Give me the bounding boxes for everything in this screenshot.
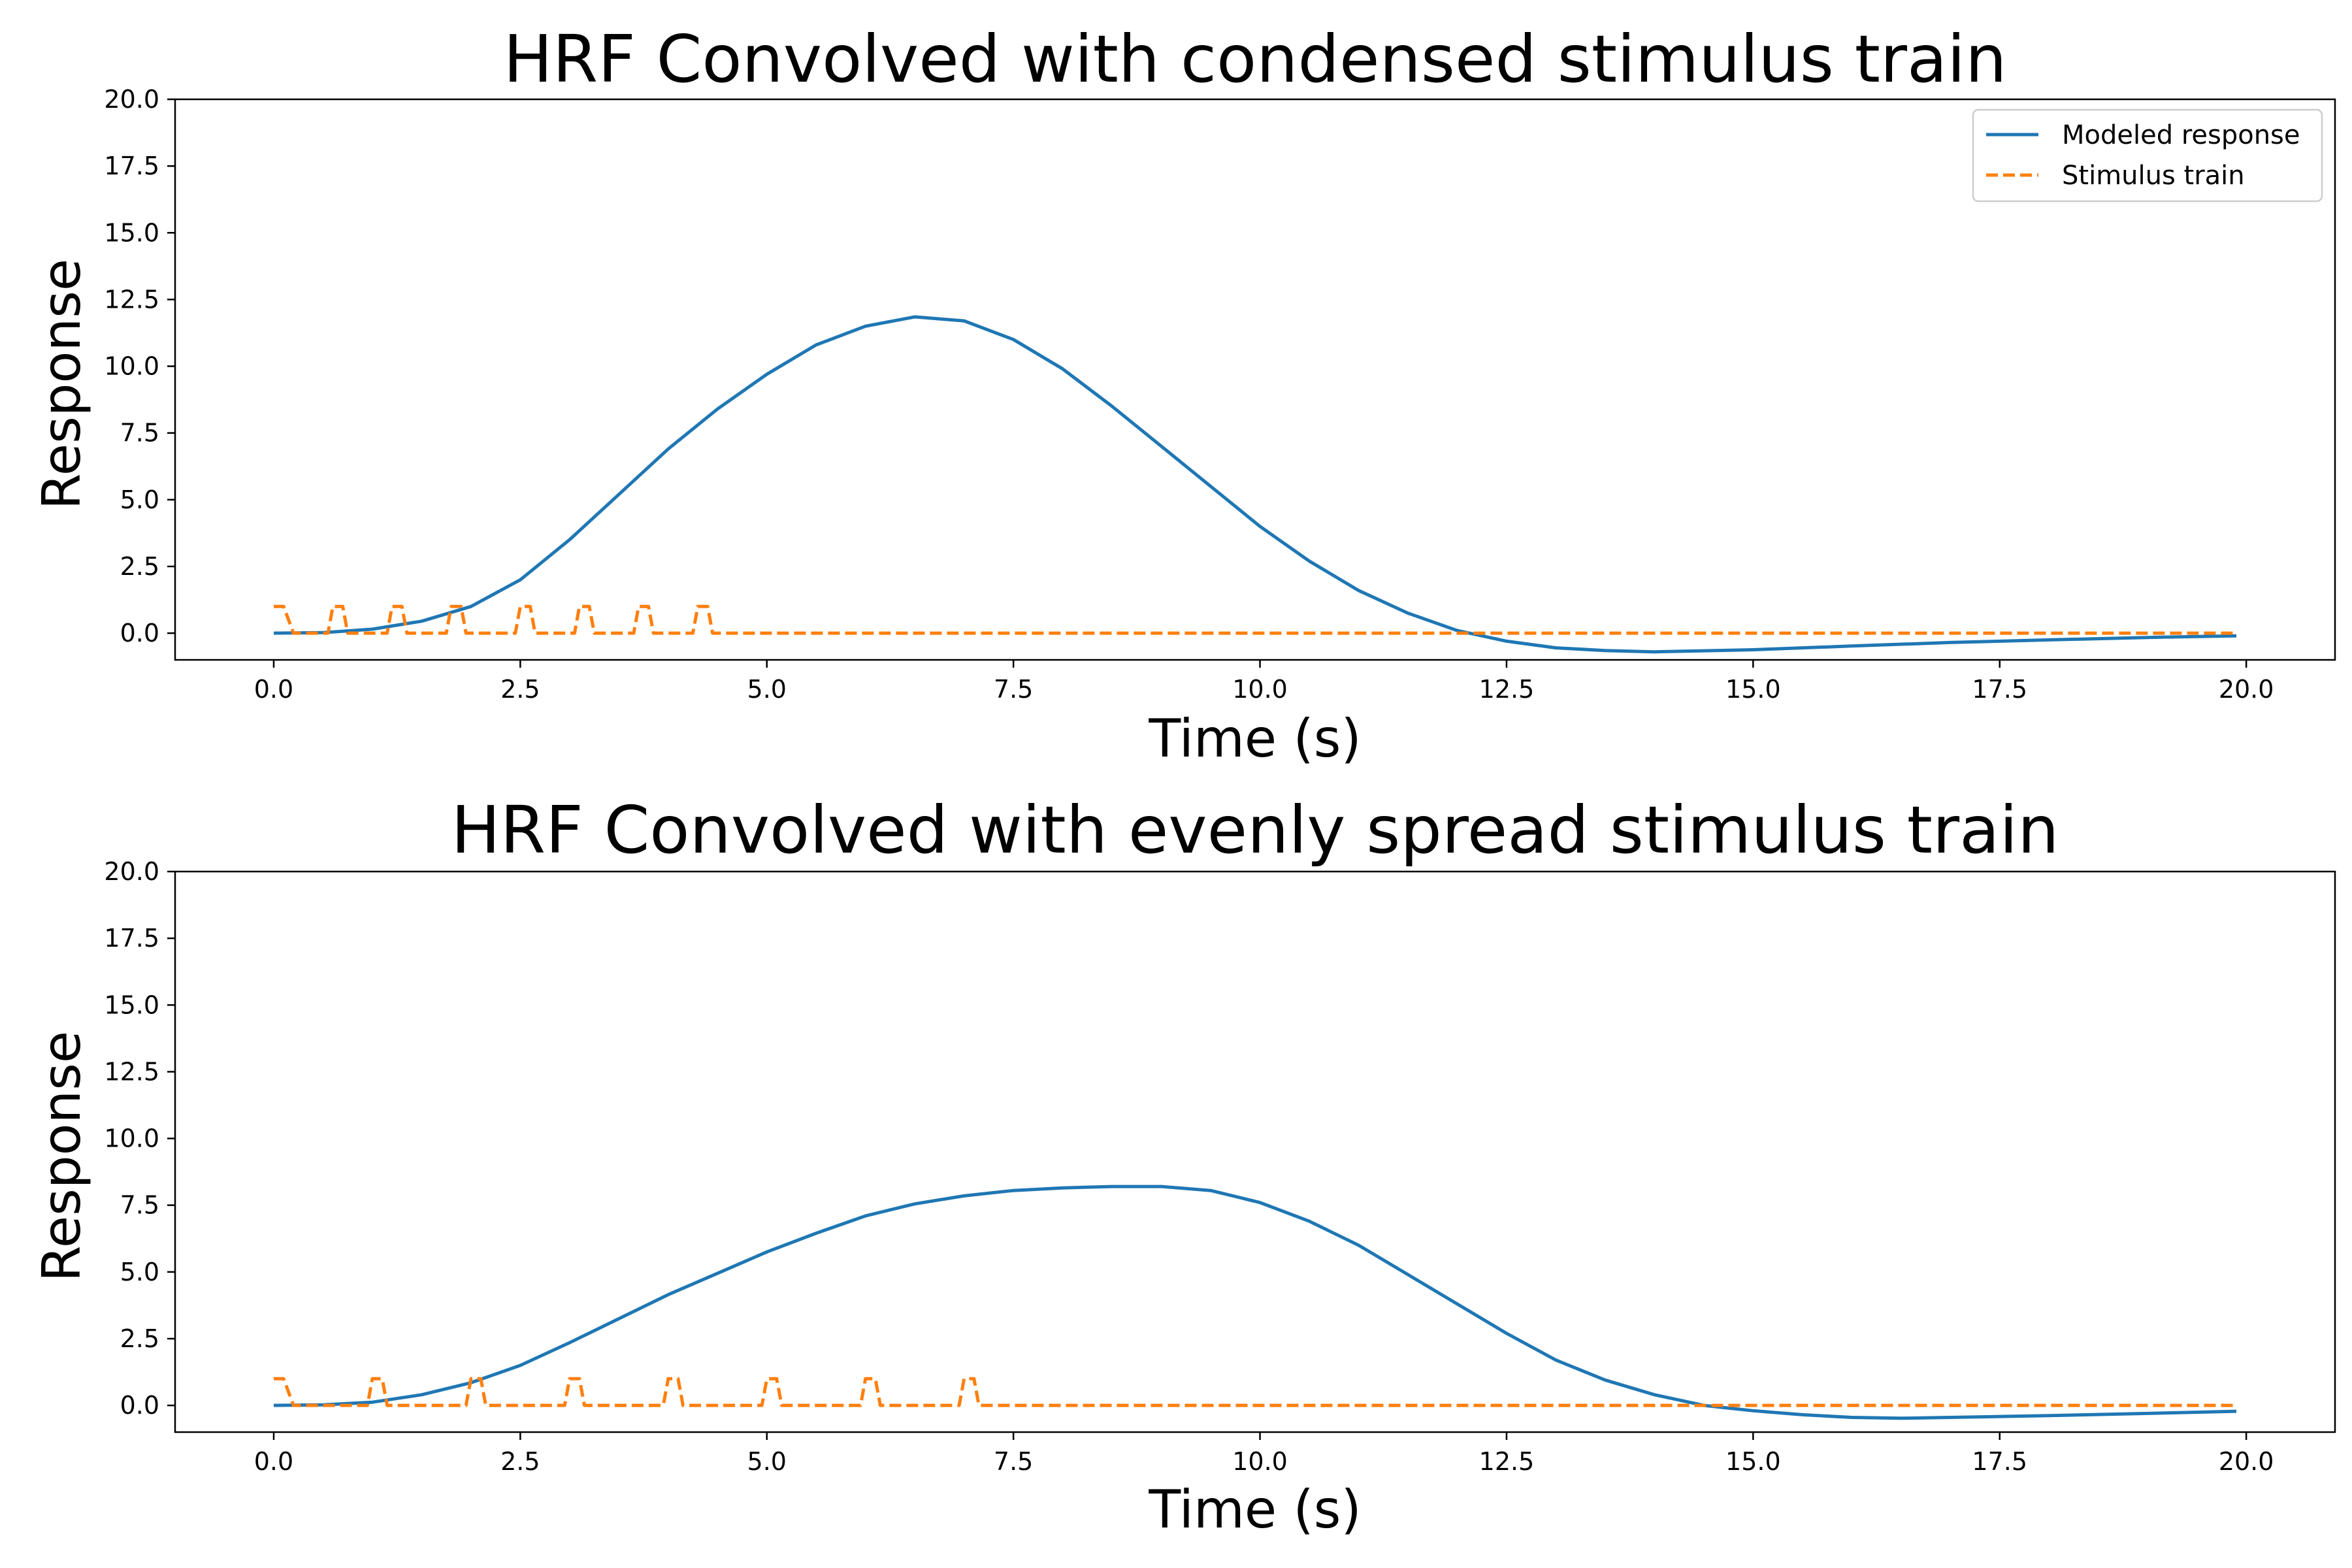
x-tick-label: 2.5 (500, 1447, 540, 1476)
x-tick-label: 17.5 (1972, 1447, 2027, 1476)
plot-area (273, 315, 2237, 654)
y-tick-label: 2.5 (120, 552, 159, 581)
y-tick-label: 20.0 (104, 857, 159, 886)
x-tick-label: 7.5 (994, 675, 1033, 704)
y-tick-label: 10.0 (104, 352, 159, 381)
x-tick-label: 5.0 (747, 675, 787, 704)
legend-entry: Modeled response (2062, 120, 2300, 150)
subplot-title: HRF Convolved with condensed stimulus tr… (504, 21, 2007, 97)
y-tick-label: 0.0 (120, 619, 159, 647)
x-axis-label: Time (s) (1148, 708, 1361, 769)
series-line-1 (274, 604, 2236, 635)
axes-frame (174, 870, 2336, 1433)
x-tick-label: 12.5 (1479, 675, 1535, 704)
y-tick-label: 15.0 (104, 990, 159, 1019)
y-tick-label: 20.0 (104, 85, 159, 114)
y-tick-label: 17.5 (104, 924, 159, 953)
x-tick-label: 5.0 (747, 1447, 787, 1476)
y-tick-label: 5.0 (120, 1258, 159, 1286)
x-tick-label: 10.0 (1232, 1447, 1288, 1476)
y-tick-label: 12.5 (104, 285, 159, 314)
series-line-0 (273, 315, 2237, 654)
x-tick-label: 15.0 (1725, 675, 1781, 704)
legend-box (1972, 108, 2323, 203)
subplot-condensed: HRF Convolved with condensed stimulus tr… (31, 21, 2336, 769)
x-tick-label: 10.0 (1232, 675, 1288, 704)
x-tick-label: 2.5 (500, 675, 540, 704)
x-tick-label: 0.0 (254, 1447, 293, 1476)
y-tick-label: 2.5 (120, 1324, 159, 1353)
axes-frame (174, 98, 2336, 661)
y-tick-label: 12.5 (104, 1057, 159, 1086)
y-tick-label: 10.0 (104, 1124, 159, 1153)
y-axis-label: Response (31, 259, 92, 510)
subplot-title: HRF Convolved with evenly spread stimulu… (451, 792, 2059, 868)
series-line-0 (273, 1184, 2237, 1420)
y-tick-label: 17.5 (104, 152, 159, 180)
legend-entry: Stimulus train (2062, 161, 2245, 191)
x-tick-label: 12.5 (1479, 1447, 1535, 1476)
legend: Modeled response Stimulus train (1972, 108, 2323, 203)
x-tick-label: 20.0 (2219, 675, 2274, 704)
x-tick-label: 15.0 (1725, 1447, 1781, 1476)
y-tick-label: 7.5 (120, 1191, 159, 1220)
subplot-even: HRF Convolved with evenly spread stimulu… (31, 792, 2336, 1540)
x-tick-label: 20.0 (2219, 1447, 2274, 1476)
x-tick-label: 17.5 (1972, 675, 2027, 704)
y-axis-label: Response (31, 1031, 92, 1282)
y-tick-label: 0.0 (120, 1391, 159, 1420)
plot-area (273, 1184, 2237, 1420)
y-tick-label: 5.0 (120, 485, 159, 514)
y-tick-label: 7.5 (120, 419, 159, 448)
y-tick-label: 15.0 (104, 218, 159, 247)
x-axis-label: Time (s) (1148, 1479, 1361, 1540)
x-tick-label: 0.0 (254, 675, 293, 704)
series-line-1 (274, 1377, 2236, 1407)
x-tick-label: 7.5 (994, 1447, 1033, 1476)
